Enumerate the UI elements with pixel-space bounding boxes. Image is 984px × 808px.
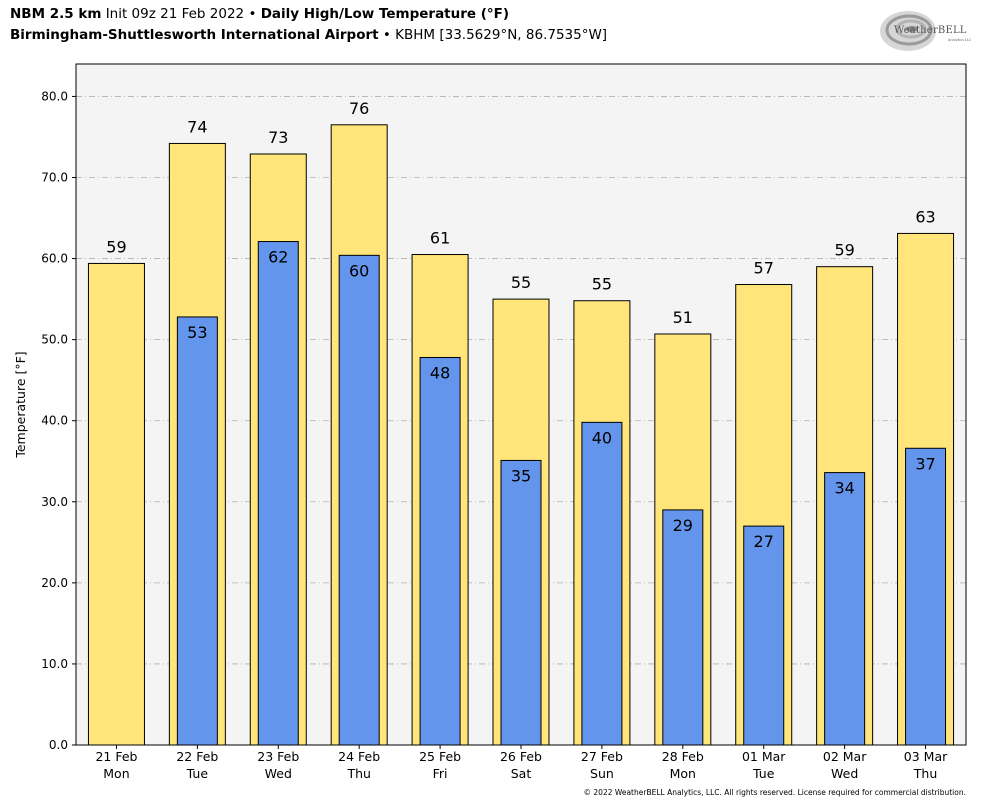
y-tick-label: 30.0 [41, 495, 68, 509]
y-tick-label: 40.0 [41, 414, 68, 428]
data-labels: 59 74 53 73 62 76 60 61 48 55 35 55 40 51 29 57 27 59 34 63… [106, 99, 935, 551]
x-tick-label-weekday: Mon [103, 766, 129, 781]
station-info: KBHM [33.5629°N, 86.7535°W] [395, 27, 608, 43]
copyright-notice: © 2022 WeatherBELL Analytics, LLC. All r… [583, 788, 966, 797]
x-tick-label-date: 27 Feb [581, 749, 623, 764]
x-tick-label-weekday: Wed [831, 766, 858, 781]
y-tick-label: 70.0 [41, 171, 68, 185]
high-temp-label: 73 [268, 128, 288, 147]
x-tick-label-weekday: Thu [346, 766, 370, 781]
x-tick-label-weekday: Mon [670, 766, 696, 781]
x-tick-label-weekday: Sat [511, 766, 532, 781]
low-temp-bar [581, 421, 623, 746]
low-temp-label: 60 [349, 261, 369, 280]
x-tick-label-weekday: Tue [186, 766, 209, 781]
title-separator: • [248, 6, 257, 22]
low-temp-label: 29 [673, 516, 693, 535]
x-tick-label-date: 26 Feb [500, 749, 542, 764]
low-temp-bar [743, 525, 785, 746]
y-tick-label: 10.0 [41, 657, 68, 671]
y-tick-label: 50.0 [41, 333, 68, 347]
x-tick-label-date: 25 Feb [419, 749, 461, 764]
x-tick-label-date: 23 Feb [257, 749, 299, 764]
low-temp-bar [338, 254, 380, 746]
low-temp-label: 62 [268, 248, 288, 267]
high-temp-label: 51 [673, 308, 693, 327]
plot-frame [75, 63, 967, 746]
chart-subtitle: Birmingham-Shuttlesworth International A… [10, 27, 607, 43]
high-temp-label: 59 [106, 237, 126, 256]
low-temp-bar [824, 472, 866, 746]
init-time: Init 09z 21 Feb 2022 [105, 6, 245, 22]
x-tick-label-date: 01 Mar [742, 749, 786, 764]
high-temp-label: 55 [592, 275, 612, 294]
low-temp-label: 40 [592, 428, 612, 447]
y-tick-label: 80.0 [41, 89, 68, 103]
x-tick-label-date: 28 Feb [662, 749, 704, 764]
low-temp-label: 35 [511, 466, 531, 485]
low-temp-bar [905, 447, 947, 746]
logo-subtext: Analytics LLC [948, 38, 972, 42]
y-axis: 0.0 10.0 20.0 30.0 40.0 50.0 60.0 70.0 80.0 [41, 89, 76, 752]
x-tick-label-date: 03 Mar [904, 749, 948, 764]
low-temp-label: 53 [187, 323, 207, 342]
x-tick-label-weekday: Tue [752, 766, 775, 781]
high-temp-label: 76 [349, 99, 369, 118]
low-temp-bar [662, 509, 704, 746]
y-axis-label: Temperature [°F] [13, 351, 28, 458]
location-name: Birmingham-Shuttlesworth International A… [10, 27, 379, 43]
x-tick-label-weekday: Thu [913, 766, 937, 781]
high-temp-label: 55 [511, 273, 531, 292]
x-tick-label-date: 24 Feb [338, 749, 380, 764]
low-temp-bar [419, 356, 461, 746]
product-name: Daily High/Low Temperature (°F) [260, 6, 510, 22]
x-tick-label-date: 22 Feb [176, 749, 218, 764]
low-temp-bar [500, 459, 542, 746]
low-temp-label: 37 [915, 454, 935, 473]
x-tick-label-date: 02 Mar [823, 749, 867, 764]
low-temp-bar [257, 241, 299, 746]
high-temp-label: 59 [834, 241, 854, 260]
x-axis: 21 Feb Mon 22 Feb Tue 23 Feb Wed 24 Feb Thu 25 F… [95, 745, 948, 781]
subtitle-separator: • [382, 27, 391, 43]
high-temp-label: 74 [187, 117, 207, 136]
x-tick-label-weekday: Fri [433, 766, 448, 781]
y-tick-label: 60.0 [41, 252, 68, 266]
high-temp-label: 61 [430, 229, 450, 248]
x-tick-label-weekday: Wed [265, 766, 292, 781]
high-temp-label: 63 [915, 207, 935, 226]
high-temp-label: 57 [754, 259, 774, 278]
x-tick-label-weekday: Sun [590, 766, 614, 781]
y-tick-label: 0.0 [49, 738, 68, 752]
weatherbell-logo: WeatherBELL Analytics LLC [878, 6, 974, 56]
low-temp-label: 48 [430, 363, 450, 382]
low-temp-label: 27 [754, 532, 774, 551]
logo-wordmark: WeatherBELL [894, 25, 967, 36]
y-tick-label: 20.0 [41, 576, 68, 590]
swirl-icon [880, 11, 936, 51]
high-temp-bar [87, 262, 145, 746]
x-tick-label-date: 21 Feb [95, 749, 137, 764]
low-temp-bar [176, 316, 218, 746]
low-temp-label: 34 [834, 479, 854, 498]
model-name: NBM 2.5 km [10, 6, 102, 22]
bar-series [87, 124, 955, 746]
chart-title: NBM 2.5 km Init 09z 21 Feb 2022 • Daily … [10, 6, 509, 22]
